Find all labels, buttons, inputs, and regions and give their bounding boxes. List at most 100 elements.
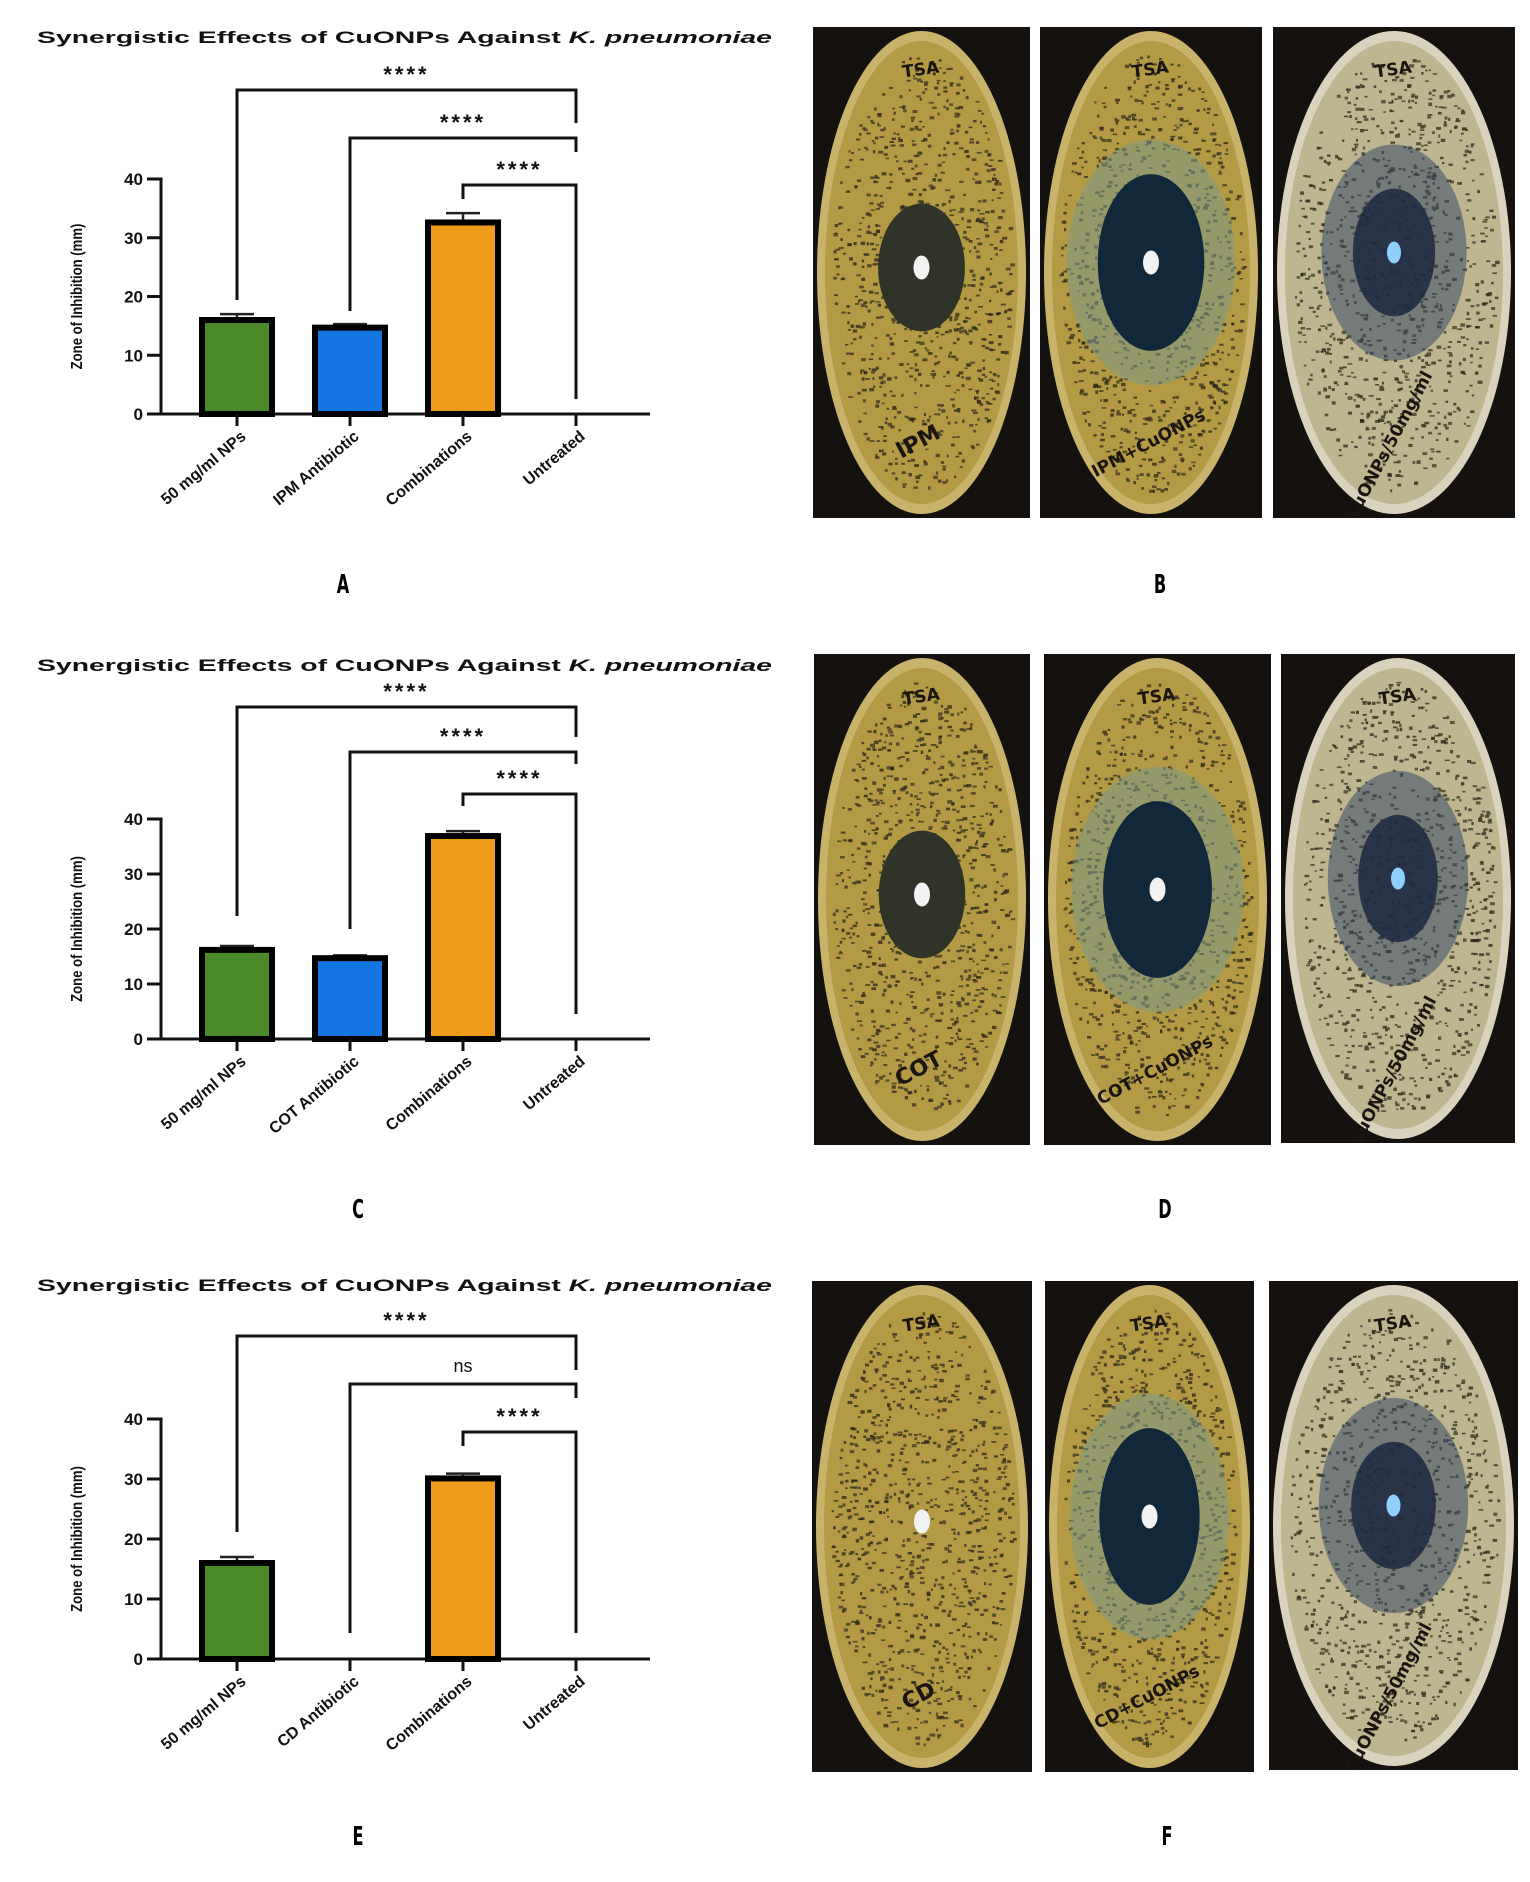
antibiotic-disc-icon bbox=[1141, 1504, 1158, 1529]
x-tick-label: COT Antibiotic bbox=[266, 1053, 362, 1138]
plate-photo: TSA CD+CuONPs bbox=[1045, 1281, 1254, 1772]
antibiotic-disc-icon bbox=[914, 1509, 930, 1534]
significance-bracket: **** bbox=[235, 62, 578, 300]
y-tick-label: 0 bbox=[134, 1030, 143, 1049]
antibiotic-disc-icon bbox=[913, 255, 930, 280]
x-tick-label: Combinations bbox=[383, 428, 476, 510]
bar-50-mg-ml-nps bbox=[199, 1560, 275, 1662]
plate-photo: TSA COT+CuONPs bbox=[1044, 654, 1271, 1145]
chart-title-main: Synergistic Effects of CuONPs Against bbox=[37, 656, 569, 675]
significance-bracket: **** bbox=[235, 679, 578, 916]
chart-title-species: K. pneumoniae bbox=[569, 1276, 772, 1295]
chart-title-main: Synergistic Effects of CuONPs Against bbox=[37, 1276, 569, 1295]
x-tick-label: 50 mg/ml NPs bbox=[158, 1053, 249, 1134]
x-tick-label: Combinations bbox=[383, 1053, 476, 1135]
bracket-line bbox=[348, 1382, 578, 1633]
bracket-line bbox=[461, 1430, 578, 1633]
y-tick-label: 10 bbox=[124, 1590, 143, 1609]
plate-photo: TSA CuONPs/50mg/ml bbox=[1281, 654, 1515, 1143]
bracket-line bbox=[348, 750, 578, 929]
x-tick-label: IPM Antibiotic bbox=[270, 428, 362, 509]
bacterial-lawn bbox=[831, 1312, 1017, 1747]
significance-label: **** bbox=[440, 724, 486, 749]
significance-label: **** bbox=[383, 62, 429, 87]
y-tick-label: 30 bbox=[124, 865, 143, 884]
bar-combinations bbox=[425, 833, 501, 1042]
y-tick-label: 30 bbox=[124, 1470, 143, 1489]
chart-title-species: K. pneumoniae bbox=[569, 28, 772, 47]
x-tick-label: CD Antibiotic bbox=[274, 1673, 362, 1751]
significance-bracket: ns bbox=[348, 1356, 578, 1633]
y-tick-label: 40 bbox=[124, 170, 143, 189]
x-tick-label: 50 mg/ml NPs bbox=[158, 428, 249, 509]
y-tick-label: 20 bbox=[124, 288, 143, 307]
y-tick-label: 0 bbox=[134, 1650, 143, 1669]
significance-label: **** bbox=[496, 1404, 542, 1429]
significance-bracket: **** bbox=[348, 110, 578, 311]
x-tick-label: Untreated bbox=[520, 1053, 588, 1114]
well-icon bbox=[1391, 867, 1405, 890]
y-tick-label: 40 bbox=[124, 810, 143, 829]
significance-bracket: **** bbox=[461, 157, 578, 399]
x-tick-label: Untreated bbox=[520, 428, 588, 489]
plate-photo: TSA CD bbox=[812, 1281, 1032, 1772]
well-icon bbox=[1386, 1494, 1401, 1517]
significance-label: **** bbox=[383, 679, 429, 704]
panel-label-b: B bbox=[1153, 570, 1167, 600]
panel-label-a: A bbox=[336, 570, 350, 600]
significance-bracket: **** bbox=[461, 1404, 578, 1633]
significance-bracket: **** bbox=[461, 766, 578, 1014]
chart-title-species: K. pneumoniae bbox=[569, 656, 772, 675]
chart-title: Synergistic Effects of CuONPs Against K.… bbox=[37, 1276, 772, 1295]
antibiotic-disc-icon bbox=[914, 882, 930, 907]
significance-label: **** bbox=[440, 110, 486, 135]
chart-title: Synergistic Effects of CuONPs Against K.… bbox=[37, 656, 772, 675]
y-axis-label: Zone of Inhibition (mm) bbox=[69, 856, 86, 1002]
bar-combinations bbox=[425, 1475, 501, 1662]
plate-photo: TSA IPM+CuONPs bbox=[1040, 27, 1262, 518]
y-tick-label: 20 bbox=[124, 1530, 143, 1549]
chart-title-main: Synergistic Effects of CuONPs Against bbox=[37, 28, 569, 47]
plate-photo: TSA IPM bbox=[813, 27, 1030, 518]
bracket-line bbox=[235, 705, 578, 916]
significance-label: **** bbox=[496, 157, 542, 182]
y-tick-label: 0 bbox=[134, 405, 143, 424]
panel-label-d: D bbox=[1158, 1195, 1172, 1225]
panel-label-f: F bbox=[1161, 1822, 1173, 1852]
y-tick-label: 10 bbox=[124, 346, 143, 365]
x-tick-label: Untreated bbox=[520, 1673, 588, 1734]
bar-ipm-antibiotic bbox=[312, 324, 388, 418]
panel-label-e: E bbox=[352, 1822, 364, 1852]
bar-chart-e: Synergistic Effects of CuONPs Against K.… bbox=[37, 1276, 772, 1755]
antibiotic-disc-icon bbox=[1149, 877, 1166, 902]
bracket-line bbox=[348, 136, 578, 311]
significance-bracket: **** bbox=[348, 724, 578, 929]
y-tick-label: 30 bbox=[124, 229, 143, 248]
plate-photo: TSA CuONPs/50mg/ml bbox=[1273, 27, 1515, 518]
antibiotic-disc-icon bbox=[1143, 250, 1159, 275]
bracket-line bbox=[461, 792, 578, 1014]
x-tick-label: Combinations bbox=[383, 1673, 476, 1755]
bar-chart-a: Synergistic Effects of CuONPs Against K.… bbox=[37, 28, 772, 510]
panel-label-c: C bbox=[352, 1195, 364, 1225]
chart-title: Synergistic Effects of CuONPs Against K.… bbox=[37, 28, 772, 47]
bracket-line bbox=[235, 88, 578, 300]
y-tick-label: 40 bbox=[124, 1410, 143, 1429]
bracket-line bbox=[235, 1334, 578, 1532]
bar-cot-antibiotic bbox=[312, 955, 388, 1042]
significance-bracket: **** bbox=[235, 1308, 578, 1532]
y-tick-label: 10 bbox=[124, 975, 143, 994]
bracket-line bbox=[461, 183, 578, 399]
y-tick-label: 20 bbox=[124, 920, 143, 939]
significance-label: ns bbox=[453, 1356, 472, 1376]
plate-photo: TSA COT bbox=[814, 654, 1030, 1145]
well-icon bbox=[1387, 241, 1401, 264]
significance-label: **** bbox=[383, 1308, 429, 1333]
